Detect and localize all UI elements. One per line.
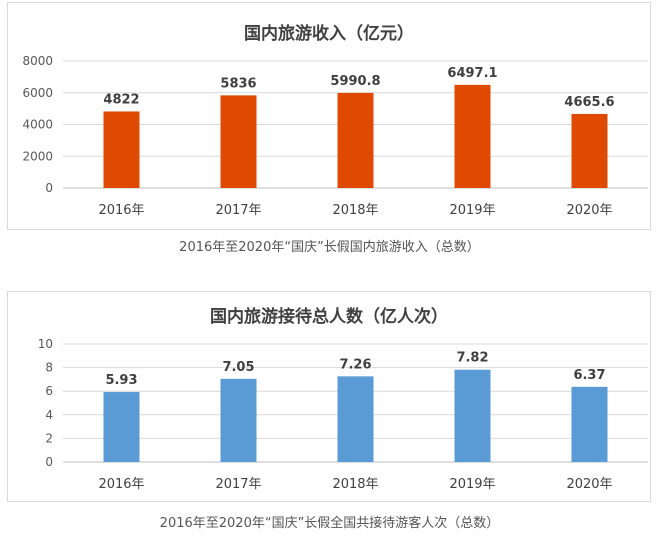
- data-label: 4822: [103, 92, 139, 107]
- visitors-chart: 国内旅游接待总人数（亿人次） 0 2 4 6 8 10 5.93 2016年 7.05 2017年…: [38, 306, 648, 492]
- data-label: 7.82: [456, 351, 488, 366]
- y-tick-label: 4: [45, 408, 53, 422]
- y-tick-label: 0: [45, 455, 53, 469]
- x-tick-label: 2020年: [566, 477, 612, 492]
- y-tick-label: 6: [45, 384, 53, 398]
- data-label: 4665.6: [564, 95, 614, 110]
- x-tick-label: 2018年: [332, 477, 378, 492]
- y-tick-label: 4000: [22, 118, 53, 132]
- x-tick-label: 2017年: [215, 203, 261, 218]
- visitors-chart-panel: 国内旅游接待总人数（亿人次） 0 2 4 6 8 10 5.93 2016年 7.05 2017年…: [7, 291, 651, 502]
- data-label: 5990.8: [330, 74, 380, 89]
- x-tick-label: 2019年: [449, 477, 495, 492]
- x-tick-label: 2017年: [215, 477, 261, 492]
- x-tick-label: 2016年: [98, 203, 144, 218]
- bar: [220, 95, 257, 188]
- data-label: 7.05: [222, 360, 254, 375]
- visitors-chart-title: 国内旅游接待总人数（亿人次）: [210, 306, 448, 327]
- data-label: 7.26: [339, 357, 371, 372]
- bar: [337, 376, 374, 462]
- bar: [337, 92, 374, 188]
- data-label: 5.93: [105, 373, 137, 388]
- data-label: 5836: [220, 76, 256, 91]
- y-tick-label: 2: [45, 431, 53, 445]
- y-tick-label: 8: [45, 361, 53, 375]
- revenue-chart-caption: 2016年至2020年“国庆”长假国内旅游收入（总数）: [179, 240, 480, 255]
- revenue-chart: 国内旅游收入（亿元） 0 2000 4000 6000 8000 4822 2016年 583…: [22, 23, 648, 218]
- data-label: 6.37: [573, 368, 605, 383]
- bar: [571, 386, 608, 462]
- x-tick-label: 2018年: [332, 203, 378, 218]
- bar: [454, 84, 491, 188]
- revenue-chart-title: 国内旅游收入（亿元）: [244, 23, 414, 44]
- bar: [103, 392, 140, 462]
- x-tick-label: 2016年: [98, 477, 144, 492]
- x-tick-label: 2019年: [449, 203, 495, 218]
- x-tick-label: 2020年: [566, 203, 612, 218]
- y-tick-label: 0: [45, 181, 53, 195]
- y-tick-label: 6000: [22, 86, 53, 100]
- y-tick-label: 8000: [22, 54, 53, 68]
- revenue-chart-panel: 国内旅游收入（亿元） 0 2000 4000 6000 8000 4822 2016年 583…: [7, 2, 651, 230]
- bar: [103, 111, 140, 188]
- bar: [220, 378, 257, 462]
- bar: [454, 369, 491, 462]
- bar: [571, 113, 608, 188]
- y-tick-label: 2000: [22, 149, 53, 163]
- data-label: 6497.1: [447, 66, 497, 81]
- visitors-chart-caption: 2016年至2020年“国庆”长假全国共接待游客人次（总数）: [159, 516, 500, 531]
- y-tick-label: 10: [38, 337, 53, 351]
